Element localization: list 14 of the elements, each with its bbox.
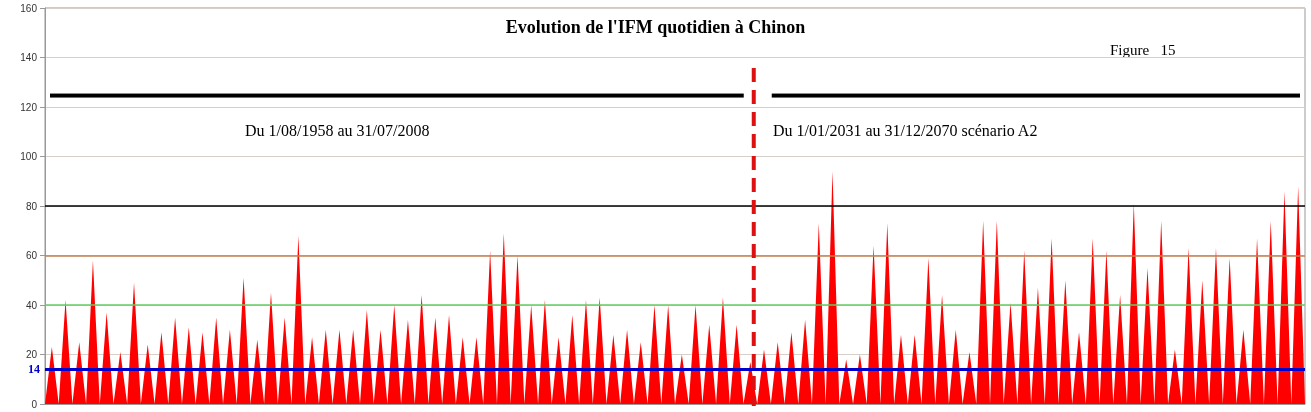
- y-tick-label: 40: [25, 299, 38, 311]
- annotation: Du 1/08/1958 au 31/07/2008: [245, 121, 430, 139]
- y-tick-label: 0: [31, 398, 38, 410]
- ref-line-label: 14: [28, 362, 40, 377]
- annotation: Du 1/01/2031 au 31/12/2070 scénario A2: [773, 121, 1038, 139]
- y-tick-label: 100: [20, 151, 38, 162]
- y-tick-label: 160: [20, 2, 38, 14]
- y-tick-label: 20: [25, 349, 38, 360]
- y-tick-label: 80: [25, 200, 38, 212]
- y-tick-label: 140: [20, 52, 38, 63]
- y-tick-label: 60: [25, 250, 38, 261]
- text: Evolution de l'IFM quotidien à Chinon: [505, 17, 806, 37]
- y-tick-label: 120: [20, 101, 38, 113]
- annotation: Figure 15: [1110, 41, 1176, 58]
